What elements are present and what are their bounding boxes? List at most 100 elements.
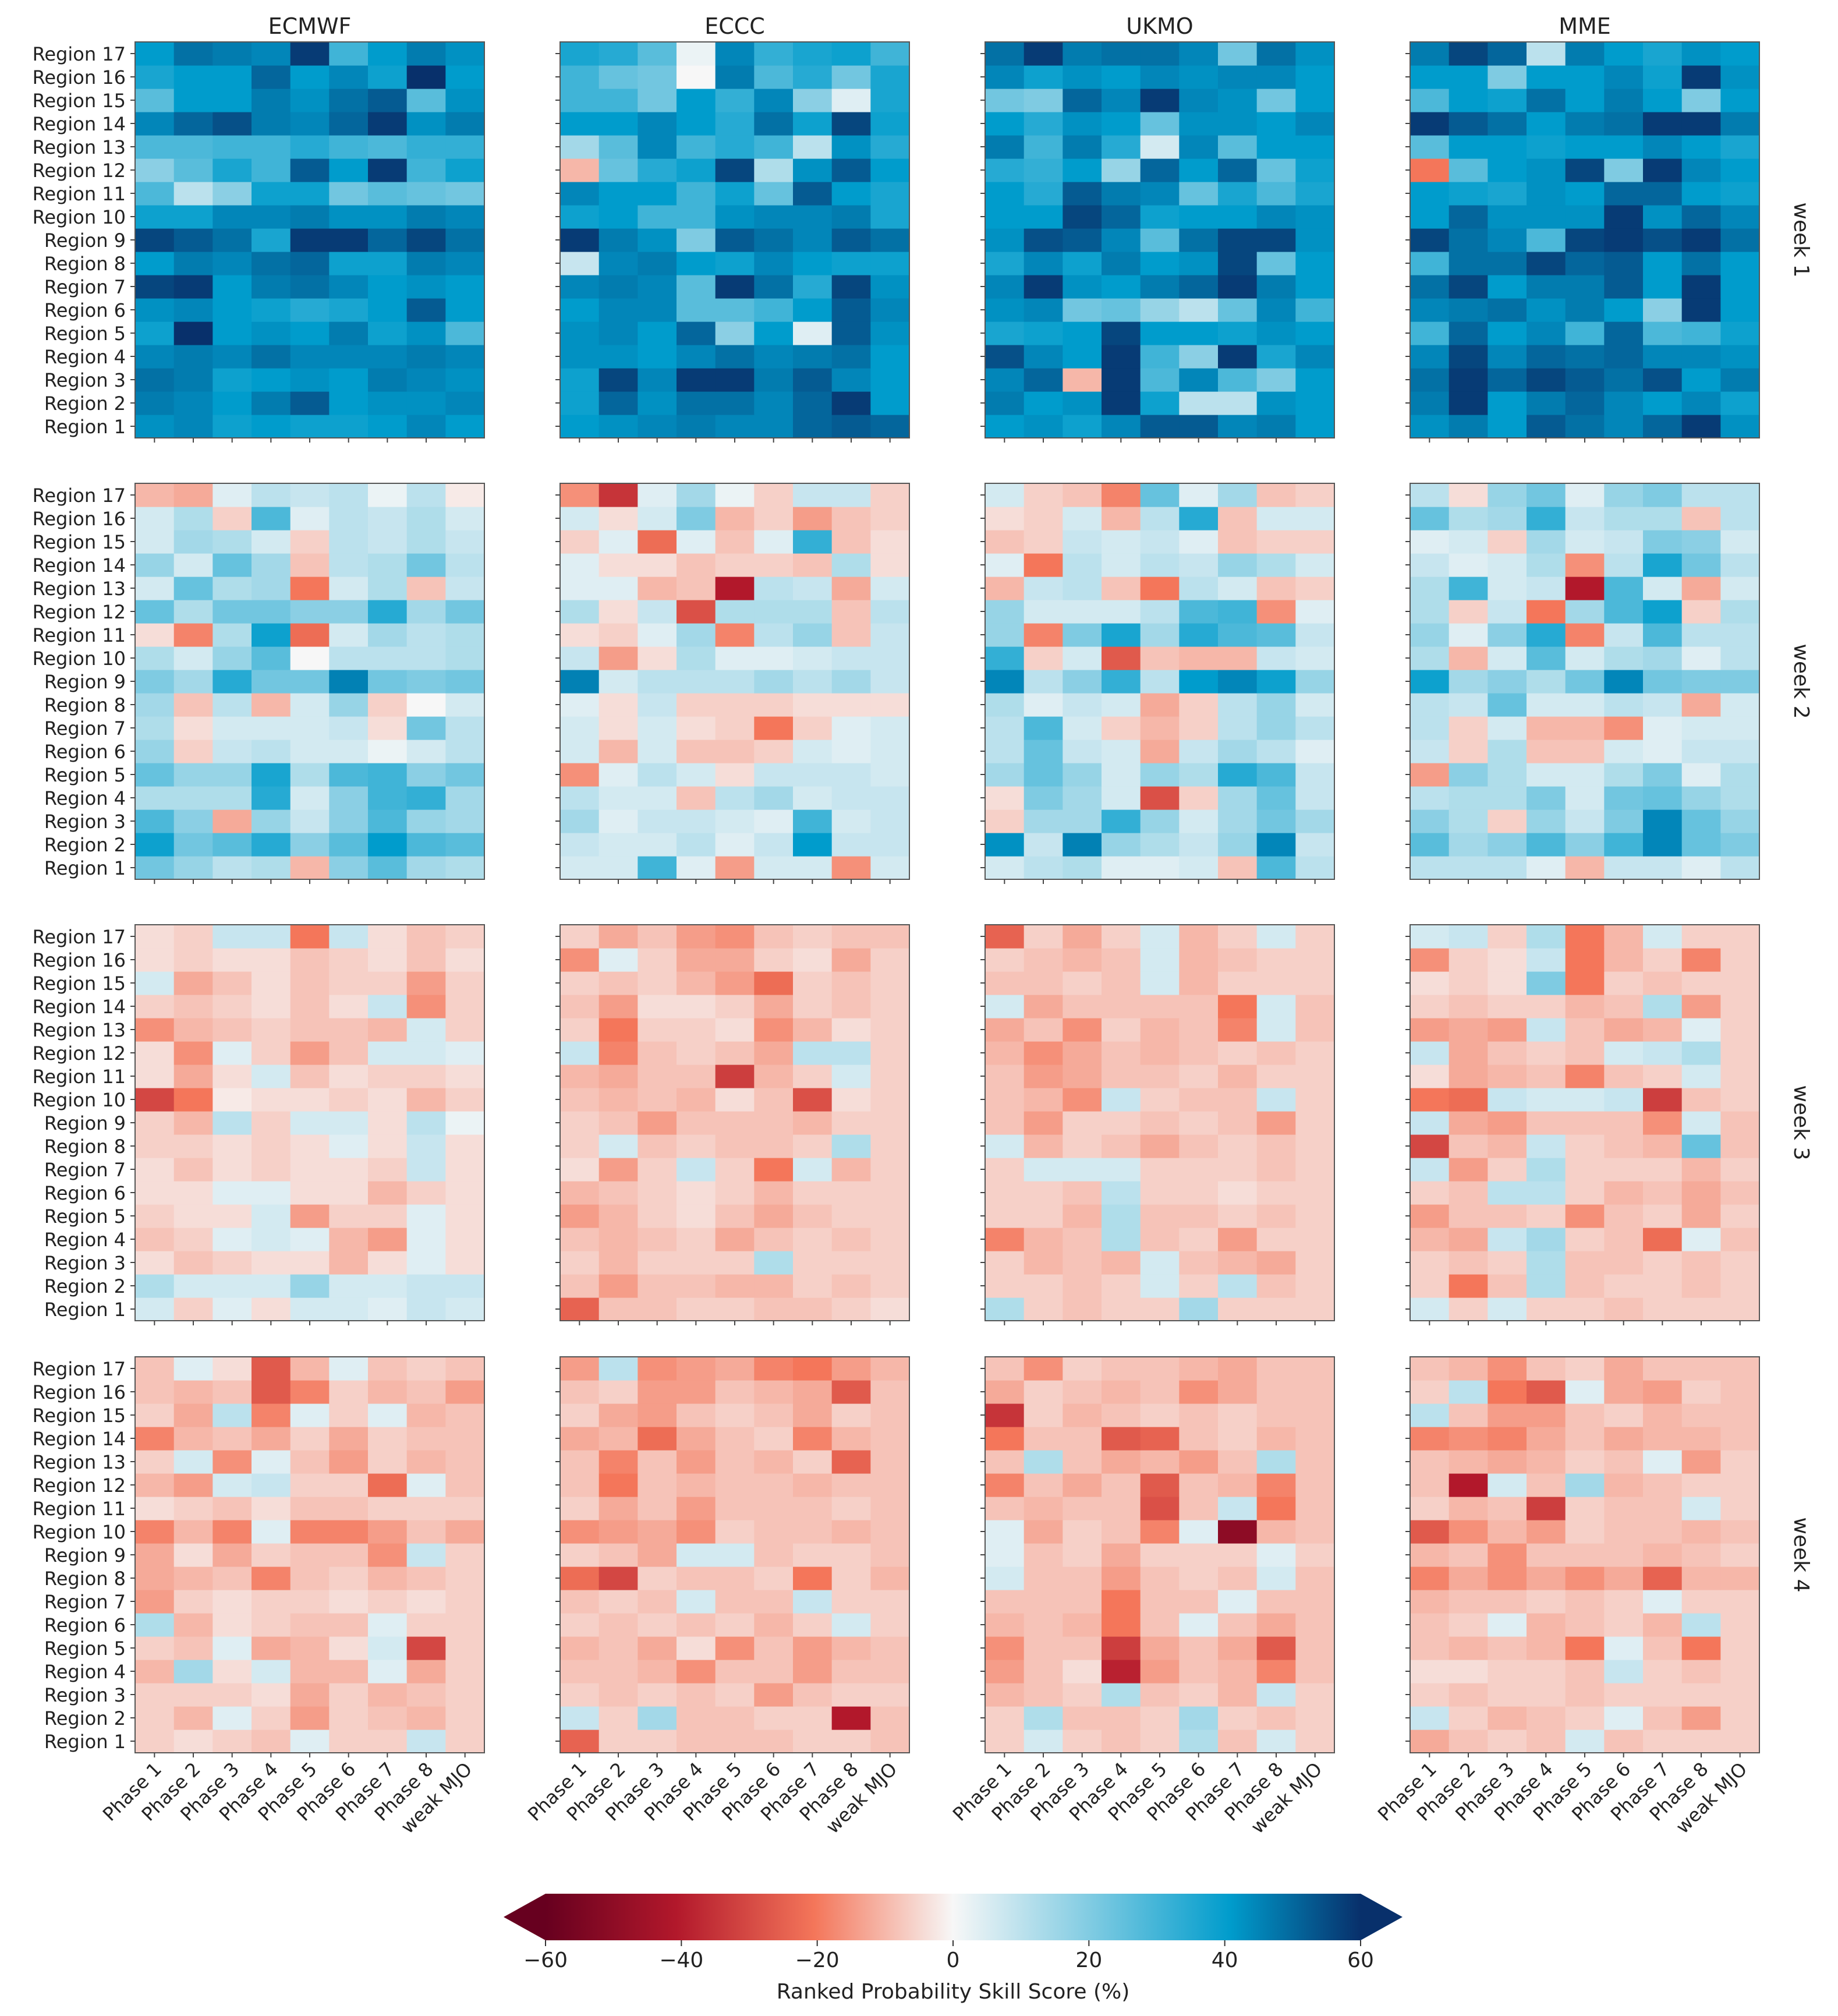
heatmap-cell [793, 135, 833, 159]
heatmap-cell [715, 670, 755, 694]
heatmap-cell [1449, 1181, 1488, 1205]
heatmap-cell [985, 576, 1025, 600]
heatmap-cell [1643, 1018, 1683, 1042]
heatmap-cell [1218, 1088, 1258, 1112]
heatmap-cell [290, 693, 330, 717]
y-tick-label: Region 9 [44, 671, 126, 693]
heatmap-cell [1410, 1380, 1450, 1404]
heatmap-cell [1449, 275, 1488, 299]
heatmap-cell [754, 1636, 794, 1660]
heatmap-cell [1527, 1297, 1566, 1321]
heatmap-cell [213, 646, 252, 670]
heatmap-cell [445, 112, 485, 136]
heatmap-cell [1488, 1450, 1527, 1474]
heatmap-cell [985, 1729, 1025, 1753]
heatmap-cell [1218, 42, 1258, 66]
heatmap-cell [290, 1251, 330, 1275]
heatmap-cell [754, 321, 794, 345]
heatmap-cell [445, 1543, 485, 1567]
heatmap-cell [213, 1520, 252, 1544]
heatmap-cell [1527, 1473, 1566, 1497]
heatmap-cell [560, 1706, 600, 1730]
heatmap-cell [1488, 1497, 1527, 1520]
heatmap-cell [252, 252, 291, 275]
heatmap-cell [1024, 1158, 1063, 1182]
heatmap-cell [329, 158, 369, 182]
heatmap-cell [677, 1088, 716, 1112]
heatmap-cell [715, 252, 755, 275]
heatmap-cell [638, 1566, 677, 1590]
heatmap-cell [1410, 368, 1450, 392]
heatmap-cell [368, 1064, 408, 1088]
heatmap-cell [638, 1590, 677, 1614]
heatmap-cell [252, 182, 291, 206]
heatmap-cell [406, 1158, 446, 1182]
heatmap-cell [1604, 576, 1644, 600]
heatmap-cell [870, 1181, 910, 1205]
heatmap-cell [368, 856, 408, 880]
heatmap-cell [1681, 1064, 1721, 1088]
heatmap-cell [1681, 89, 1721, 112]
heatmap-cell [368, 1204, 408, 1228]
heatmap-cell [870, 833, 910, 857]
heatmap-cell [598, 1403, 638, 1427]
heatmap-cell [831, 321, 871, 345]
heatmap-cell [793, 252, 833, 275]
heatmap-cell [793, 1204, 833, 1228]
heatmap-cell [715, 415, 755, 438]
heatmap-cell [1179, 1297, 1219, 1321]
heatmap-cell [1681, 809, 1721, 833]
heatmap-cell [329, 1041, 369, 1065]
heatmap-cell [1565, 1041, 1605, 1065]
heatmap-cell [368, 716, 408, 740]
heatmap-cell [252, 1636, 291, 1660]
heatmap-cell [560, 1018, 600, 1042]
heatmap-cell [1604, 42, 1644, 66]
heatmap-cell [715, 1181, 755, 1205]
heatmap-cell [1410, 1520, 1450, 1544]
heatmap-cell [1449, 507, 1488, 530]
heatmap-cell [1565, 1380, 1605, 1404]
heatmap-cell [1488, 65, 1527, 89]
heatmap-cell [1681, 670, 1721, 694]
heatmap-cell [1256, 1380, 1296, 1404]
heatmap-cell [985, 1427, 1025, 1451]
heatmap-cell [1218, 321, 1258, 345]
heatmap-cell [213, 948, 252, 972]
heatmap-cell [173, 809, 213, 833]
heatmap-cell [1218, 1134, 1258, 1158]
heatmap-cell [1102, 415, 1141, 438]
heatmap-cell [368, 1274, 408, 1298]
heatmap-cell [638, 321, 677, 345]
heatmap-cell [173, 368, 213, 392]
heatmap-cell [252, 1111, 291, 1135]
heatmap-cell [985, 716, 1025, 740]
heatmap-cell [1720, 530, 1760, 554]
heatmap-cell [1063, 252, 1102, 275]
heatmap-cell [1102, 135, 1141, 159]
heatmap-cell [1604, 483, 1644, 507]
heatmap-cell [173, 1380, 213, 1404]
heatmap-cell [1643, 1297, 1683, 1321]
heatmap-cell [560, 740, 600, 763]
heatmap-cell [1604, 740, 1644, 763]
heatmap-cell [290, 112, 330, 136]
heatmap-cell [831, 1450, 871, 1474]
heatmap-cell [754, 298, 794, 322]
heatmap-cell [1604, 971, 1644, 995]
heatmap-cell [135, 925, 175, 949]
heatmap-cell [985, 1251, 1025, 1275]
heatmap-cell [1410, 391, 1450, 415]
heatmap-cell [1063, 1158, 1102, 1182]
heatmap-cell [638, 1357, 677, 1381]
heatmap-cell [1256, 646, 1296, 670]
heatmap-cell [1140, 1660, 1180, 1683]
heatmap-cell [173, 112, 213, 136]
heatmap-cell [1179, 1228, 1219, 1251]
heatmap-cell [1256, 1274, 1296, 1298]
heatmap-cell [1140, 112, 1180, 136]
heatmap-cell [1604, 391, 1644, 415]
heatmap-cell [173, 507, 213, 530]
heatmap-cell [1643, 1111, 1683, 1135]
y-tick-label: Region 15 [33, 972, 126, 995]
